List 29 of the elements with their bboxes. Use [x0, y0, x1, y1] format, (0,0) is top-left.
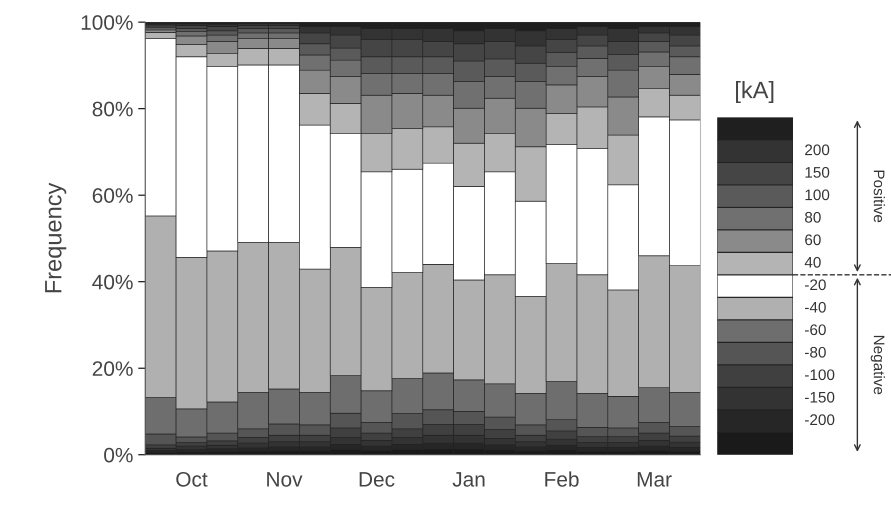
- y-tick-label: 100%: [82, 15, 133, 30]
- legend-label: 150: [806, 166, 830, 178]
- legend-label: -200: [805, 414, 834, 426]
- legend-label: -40: [805, 302, 826, 313]
- x-tick-label: Jan: [452, 472, 484, 487]
- legend-label: 200: [805, 144, 830, 156]
- legend-title: [kA]: [736, 80, 774, 103]
- y-tick-label: 20%: [92, 361, 133, 376]
- legend-label: -60: [805, 324, 826, 336]
- legend-label: 80: [805, 212, 821, 223]
- legend-label: 40: [804, 256, 821, 268]
- legend-label: 100: [806, 189, 830, 200]
- x-tick-label: Dec: [360, 472, 394, 487]
- x-tick-label: Nov: [267, 472, 302, 487]
- legend-label: -100: [805, 369, 834, 380]
- text: Negative: [870, 336, 885, 394]
- legend-label: -150: [805, 392, 834, 403]
- y-tick-label: 80%: [92, 102, 133, 116]
- legend-label: -80: [805, 346, 826, 358]
- x-tick-label: Oct: [176, 472, 208, 487]
- x-tick-label: Feb: [545, 471, 579, 487]
- y-tick-label: 40%: [92, 274, 133, 290]
- y-tick-label: 60%: [92, 188, 133, 203]
- x-tick-label: Mar: [638, 472, 672, 487]
- y-tick-label: 0%: [104, 448, 133, 462]
- text: Positive: [874, 170, 885, 222]
- legend-label: -20: [805, 279, 826, 290]
- legend-label: 60: [805, 234, 821, 246]
- y-axis-title: Frequency: [45, 182, 66, 292]
